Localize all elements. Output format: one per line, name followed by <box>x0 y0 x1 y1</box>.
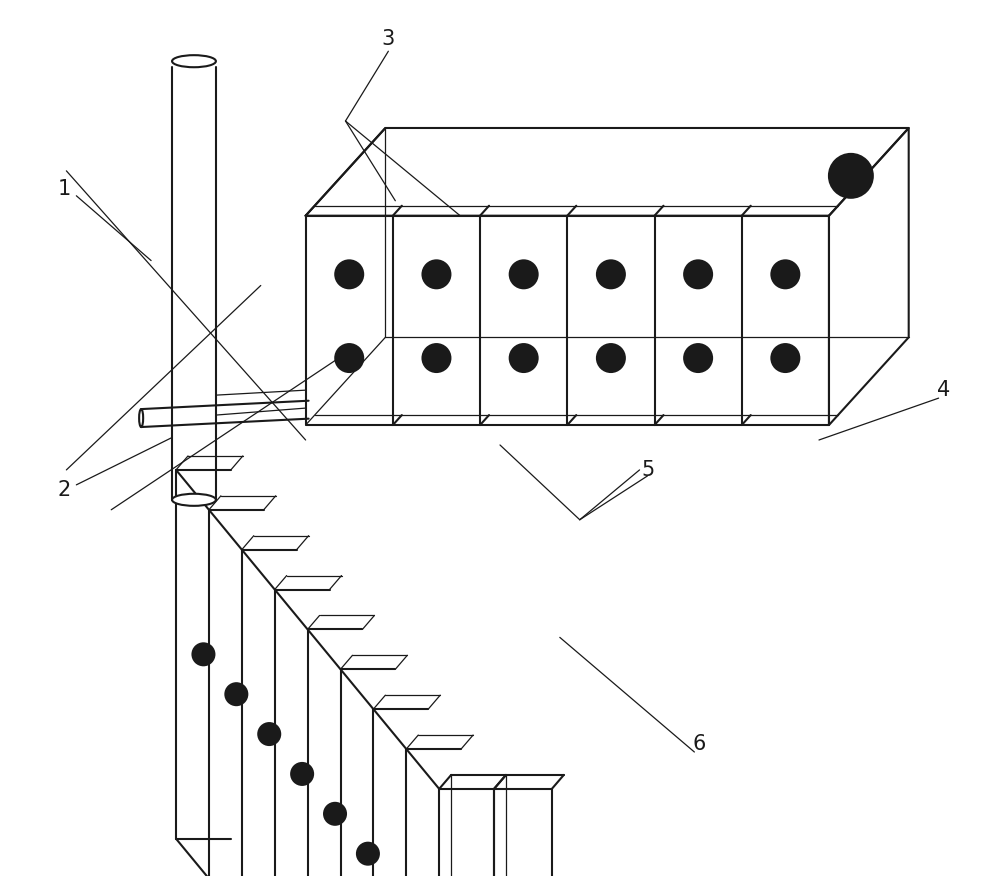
Circle shape <box>422 260 450 289</box>
Circle shape <box>335 344 363 372</box>
Circle shape <box>597 344 625 372</box>
Circle shape <box>335 260 363 289</box>
Ellipse shape <box>139 409 143 427</box>
Circle shape <box>771 260 799 289</box>
Text: 1: 1 <box>58 179 71 199</box>
Circle shape <box>771 344 799 372</box>
Ellipse shape <box>172 494 216 506</box>
Text: 3: 3 <box>382 29 395 49</box>
Circle shape <box>357 843 379 865</box>
Text: 2: 2 <box>58 480 71 500</box>
Circle shape <box>829 153 873 198</box>
Circle shape <box>192 644 214 666</box>
Circle shape <box>422 344 450 372</box>
Circle shape <box>258 724 280 745</box>
Circle shape <box>291 763 313 785</box>
Circle shape <box>597 260 625 289</box>
Text: 4: 4 <box>937 380 950 400</box>
Circle shape <box>684 260 712 289</box>
Ellipse shape <box>172 55 216 68</box>
Circle shape <box>324 802 346 824</box>
Circle shape <box>510 260 538 289</box>
Text: 5: 5 <box>641 460 654 480</box>
Circle shape <box>684 344 712 372</box>
Text: 6: 6 <box>693 734 706 754</box>
Circle shape <box>225 683 247 705</box>
Circle shape <box>510 344 538 372</box>
